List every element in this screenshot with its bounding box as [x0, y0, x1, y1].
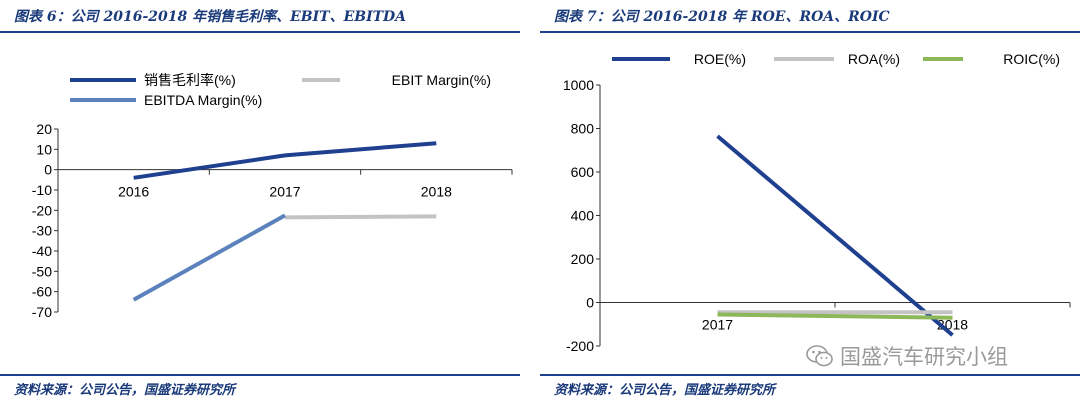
right-y-tick-label-4: 200	[571, 251, 595, 267]
right-legend-label-2: ROIC(%)	[1003, 51, 1060, 67]
right-y-tick-label-6: -200	[566, 338, 594, 354]
left-series-line-1	[284, 214, 437, 220]
left-chart-panel: 图表 6：公司 2016-2018 年销售毛利率、EBIT、EBITDA 20 1…	[0, 0, 520, 403]
left-y-tick-label-3: -10	[32, 182, 52, 198]
right-y-tick-label-2: 600	[571, 164, 595, 180]
right-source-rule	[540, 374, 1080, 376]
left-y-tick-label-9: -70	[32, 304, 52, 320]
right-y-tick-label-3: 400	[571, 208, 595, 224]
left-x-tick-label-2: 2018	[421, 184, 452, 200]
left-source-rule	[0, 374, 520, 376]
left-legend-label-0: 销售毛利率(%)	[144, 72, 236, 88]
right-title-rule	[540, 31, 1080, 33]
left-y-tick-label-2: 0	[44, 162, 52, 178]
left-y-tick-label-7: -50	[32, 263, 52, 279]
right-chart-source: 资料来源：公司公告，国盛证券研究所	[554, 383, 776, 398]
left-series-line-2	[132, 213, 286, 302]
left-y-tick-label-6: -40	[32, 243, 52, 259]
right-series-line-2	[717, 312, 953, 320]
right-y-tick-label-5: 0	[586, 295, 594, 311]
right-chart-panel: 图表 7：公司 2016-2018 年 ROE、ROA、ROIC 1000 800…	[540, 0, 1080, 403]
right-y-tick-label-0: 1000	[563, 77, 594, 93]
left-series-line-0	[133, 141, 437, 180]
left-x-tick-label-1: 2017	[269, 184, 300, 200]
right-chart-title: 图表 7：公司 2016-2018 年 ROE、ROA、ROIC	[554, 9, 890, 25]
left-x-tick-label-0: 2016	[118, 184, 149, 200]
left-legend-label-1: EBIT Margin(%)	[392, 72, 491, 88]
watermark-text: 国盛汽车研究小组	[840, 345, 1008, 369]
left-y-tick-label-1: 10	[36, 141, 52, 157]
left-chart-title: 图表 6：公司 2016-2018 年销售毛利率、EBIT、EBITDA	[14, 9, 407, 25]
right-legend-label-0: ROE(%)	[694, 51, 746, 67]
left-y-tick-label-0: 20	[36, 121, 52, 137]
left-y-tick-label-8: -60	[32, 284, 52, 300]
wechat-icon	[806, 345, 833, 367]
left-y-tick-label-5: -30	[32, 223, 52, 239]
left-legend-label-2: EBITDA Margin(%)	[144, 92, 262, 108]
right-x-tick-label-0: 2017	[702, 317, 733, 333]
wechat-watermark: 国盛汽车研究小组	[806, 341, 1008, 371]
right-legend-label-1: ROA(%)	[848, 51, 900, 67]
left-chart: 20 10 0 -10 -20 -30 -40 -50 -60 -70 2016 2017 2018 销售…	[32, 72, 513, 320]
left-chart-source: 资料来源：公司公告，国盛证券研究所	[14, 383, 236, 398]
right-y-tick-label-1: 800	[571, 121, 595, 137]
left-y-tick-label-4: -20	[32, 202, 52, 218]
right-series-line-0	[716, 134, 954, 337]
left-title-rule	[0, 31, 520, 33]
